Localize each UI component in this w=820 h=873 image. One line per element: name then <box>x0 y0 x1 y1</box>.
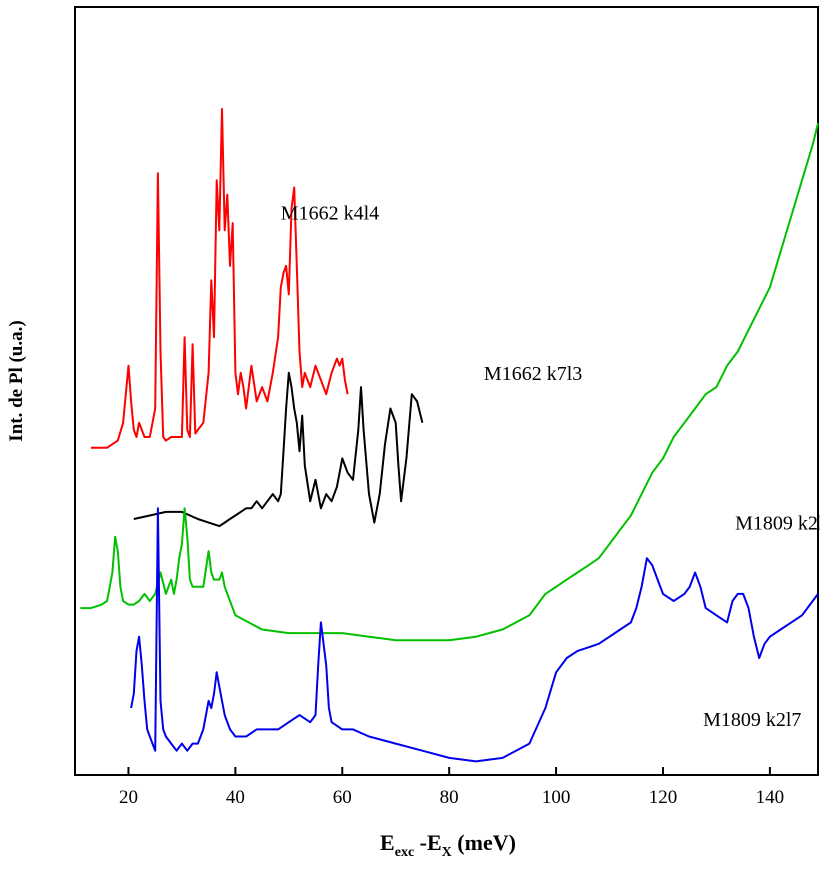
x-tick-label: 20 <box>119 787 138 808</box>
x-tick-label: 80 <box>440 787 459 808</box>
plot-area <box>80 108 819 763</box>
series-label-2: M1662 k7l3 <box>484 363 582 385</box>
plot-frame <box>74 6 819 776</box>
x-axis-title: Eexc -EX (meV) <box>380 830 516 860</box>
x-tick-label: 140 <box>756 787 785 808</box>
x-tick-label: 40 <box>226 787 245 808</box>
series-line-4 <box>130 507 819 763</box>
x-tick-label: 60 <box>333 787 352 808</box>
x-tick-label: 100 <box>542 787 571 808</box>
series-label-4: M1809 k2l7 <box>703 709 801 731</box>
series-label-1: M1662 k4l4 <box>281 203 379 225</box>
series-line-2 <box>133 371 424 528</box>
x-tick-label: 120 <box>649 787 678 808</box>
series-labels: M1662 k4l4 M1662 k7l3 M1809 k2l6 M1809 k2l7 <box>281 203 820 731</box>
series-label-3: M1809 k2l6 <box>735 513 820 535</box>
series-line-1 <box>91 108 349 449</box>
series-line-3 <box>80 123 819 642</box>
y-axis-title: Int. de Pl (u.a.) <box>6 320 27 441</box>
x-axis: 20 40 60 80 100 120 140 <box>119 767 784 808</box>
